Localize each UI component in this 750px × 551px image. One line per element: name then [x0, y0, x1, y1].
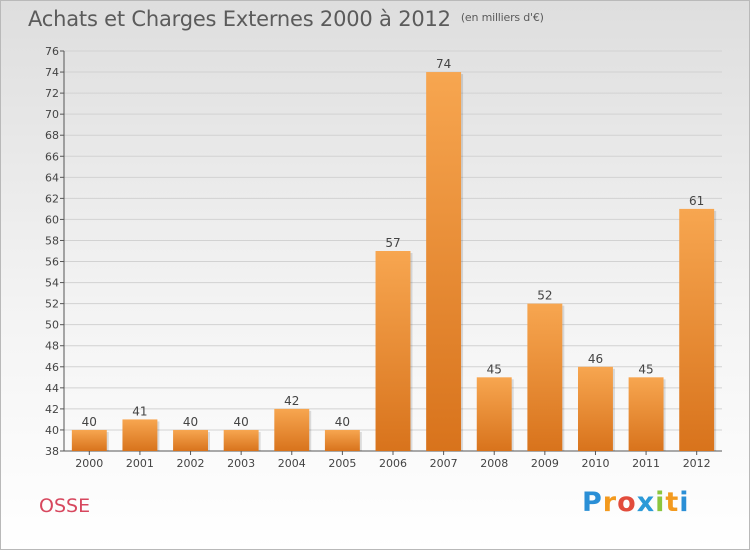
y-tick-label: 44 [45, 382, 59, 395]
data-label-2012: 61 [689, 194, 704, 208]
y-tick-label: 40 [45, 424, 59, 437]
logo-letter: t [665, 487, 680, 518]
proxiti-logo: Proxiti [582, 487, 690, 518]
data-label-2011: 45 [638, 362, 653, 376]
y-tick-label: 54 [45, 277, 59, 290]
data-label-2003: 40 [234, 415, 249, 429]
bar-2005 [324, 429, 360, 451]
y-tick-label: 38 [45, 445, 59, 458]
y-tick-label: 62 [45, 192, 59, 205]
bar-2010 [577, 366, 613, 451]
bar-2006 [375, 251, 411, 451]
data-label-2002: 40 [183, 415, 198, 429]
y-tick-label: 58 [45, 234, 59, 247]
y-tick-label: 64 [45, 171, 59, 184]
y-tick-label: 70 [45, 108, 59, 121]
bar-2008 [476, 377, 512, 451]
data-label-2010: 46 [588, 352, 603, 366]
data-label-2005: 40 [335, 415, 350, 429]
x-tick-label-2009: 2009 [531, 457, 559, 470]
y-tick-label: 76 [45, 45, 59, 58]
x-tick-label-2012: 2012 [683, 457, 711, 470]
x-tick-label-2004: 2004 [278, 457, 306, 470]
x-tick-label-2007: 2007 [430, 457, 458, 470]
logo-letter: i [679, 487, 690, 518]
data-label-2008: 45 [487, 362, 502, 376]
data-label-2009: 52 [537, 289, 552, 303]
x-tick-label-2003: 2003 [227, 457, 255, 470]
bar-2012 [679, 208, 715, 451]
bar-2003 [223, 429, 259, 451]
bar-2007 [426, 72, 462, 451]
bar-2004 [274, 408, 310, 451]
bar-2000 [71, 429, 107, 451]
y-tick-label: 56 [45, 256, 59, 269]
logo-letter: P [582, 487, 603, 518]
x-tick-label-2011: 2011 [632, 457, 660, 470]
data-label-2004: 42 [284, 394, 299, 408]
y-tick-label: 46 [45, 361, 59, 374]
y-tick-label: 72 [45, 87, 59, 100]
y-tick-label: 68 [45, 129, 59, 142]
y-tick-label: 60 [45, 213, 59, 226]
logo-letter: r [602, 487, 618, 518]
y-tick-label: 48 [45, 340, 59, 353]
y-tick-label: 42 [45, 403, 59, 416]
x-tick-label-2000: 2000 [75, 457, 103, 470]
data-label-2000: 40 [82, 415, 97, 429]
x-tick-label-2010: 2010 [581, 457, 609, 470]
data-label-2006: 57 [385, 236, 400, 250]
x-tick-label-2001: 2001 [126, 457, 154, 470]
x-tick-label-2006: 2006 [379, 457, 407, 470]
logo-letter: o [617, 487, 637, 518]
x-tick-label-2005: 2005 [328, 457, 356, 470]
x-tick-label-2008: 2008 [480, 457, 508, 470]
chart-title-unit: (en milliers d'€) [460, 11, 544, 24]
chart-title: Achats et Charges Externes 2000 à 2012 (e… [28, 7, 544, 31]
bar-2002 [173, 429, 209, 451]
bar-2009 [527, 303, 563, 451]
logo-letter: x [636, 487, 656, 518]
y-tick-label: 74 [45, 66, 59, 79]
bar-2011 [628, 377, 664, 451]
data-label-2007: 74 [436, 57, 451, 71]
y-tick-label: 50 [45, 319, 59, 332]
data-label-2001: 41 [132, 404, 147, 418]
logo-letter: i [655, 487, 666, 518]
bar-2001 [122, 419, 158, 451]
city-name: OSSE [39, 495, 91, 517]
y-tick-label: 52 [45, 298, 59, 311]
y-tick-label: 66 [45, 150, 59, 163]
chart-title-text: Achats et Charges Externes 2000 à 2012 [28, 7, 451, 31]
x-tick-label-2002: 2002 [177, 457, 205, 470]
